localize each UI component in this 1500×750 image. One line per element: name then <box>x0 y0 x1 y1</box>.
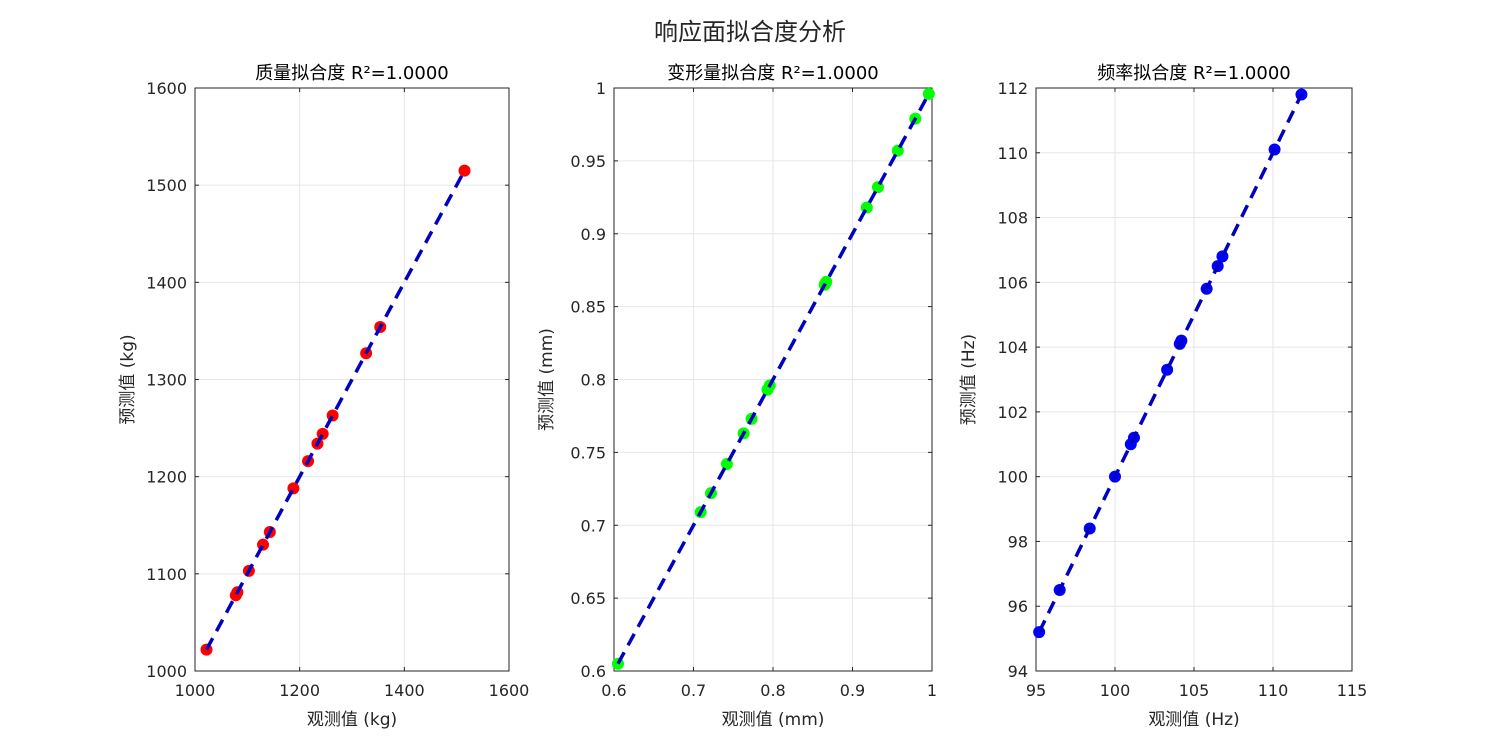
deformation-panel-title: 变形量拟合度 R²=1.0000 <box>667 63 879 84</box>
frequency-y-tick-label: 102 <box>997 403 1028 422</box>
mass-fit-line <box>204 169 467 651</box>
frequency-y-tick-label: 100 <box>997 468 1028 487</box>
frequency-data-point <box>1161 363 1174 376</box>
deformation-fit-line <box>616 92 931 665</box>
frequency-x-tick-label: 100 <box>1100 681 1131 700</box>
deformation-x-tick-label: 0.8 <box>760 681 785 700</box>
frequency-y-axis-label: 预测值 (Hz) <box>959 334 979 425</box>
mass-x-tick-label: 1400 <box>384 681 425 700</box>
frequency-x-tick-label: 105 <box>1179 681 1210 700</box>
deformation-x-tick-label: 1 <box>927 681 937 700</box>
mass-x-tick-label: 1600 <box>489 681 530 700</box>
frequency-y-tick-label: 94 <box>1008 662 1028 681</box>
mass-y-tick-label: 1300 <box>146 371 187 390</box>
deformation-y-axis-label: 预测值 (mm) <box>537 328 557 431</box>
frequency-x-tick-label: 95 <box>1026 681 1046 700</box>
frequency-x-tick-label: 110 <box>1258 681 1289 700</box>
mass-fit-panel: 1000 1200 1400 1600 1000 1100 1200 1300 1400 1500… <box>118 63 529 730</box>
frequency-data-point <box>1295 88 1308 101</box>
frequency-fit-panel: 95 100 105 110 115 94 96 98 100 102 104 106 108 110 11… <box>959 63 1367 730</box>
deformation-y-tick-label: 1 <box>596 79 606 98</box>
deformation-x-tick-label: 0.6 <box>601 681 626 700</box>
mass-panel-title: 质量拟合度 R²=1.0000 <box>255 63 449 84</box>
deformation-y-tick-label: 0.95 <box>570 152 606 171</box>
mass-y-tick-label: 1500 <box>146 176 187 195</box>
deformation-x-tick-label: 0.9 <box>840 681 865 700</box>
mass-y-tick-label: 1100 <box>146 565 187 584</box>
mass-y-tick-label: 1600 <box>146 79 187 98</box>
frequency-y-tick-label: 98 <box>1008 532 1028 551</box>
deformation-y-tick-label: 0.9 <box>581 225 606 244</box>
frequency-x-tick-label: 115 <box>1337 681 1368 700</box>
mass-y-tick-label: 1200 <box>146 468 187 487</box>
deformation-y-tick-label: 0.6 <box>581 662 606 681</box>
mass-data-point <box>458 164 471 177</box>
deformation-x-axis-label: 观测值 (mm) <box>722 710 825 730</box>
mass-x-tick-label: 1200 <box>279 681 320 700</box>
frequency-x-axis-label: 观测值 (Hz) <box>1148 710 1239 730</box>
frequency-y-tick-label: 108 <box>997 209 1028 228</box>
frequency-y-tick-label: 106 <box>997 273 1028 292</box>
frequency-y-tick-label: 112 <box>997 79 1028 98</box>
mass-x-axis-label: 观测值 (kg) <box>307 710 397 730</box>
figure-suptitle: 响应面拟合度分析 <box>654 18 846 46</box>
deformation-data-point <box>922 87 935 100</box>
deformation-y-tick-label: 0.75 <box>570 443 606 462</box>
frequency-panel-title: 频率拟合度 R²=1.0000 <box>1097 63 1291 84</box>
deformation-y-tick-label: 0.85 <box>570 298 606 317</box>
frequency-y-tick-label: 104 <box>997 338 1028 357</box>
frequency-y-tick-label: 110 <box>997 144 1028 163</box>
deformation-fit-panel: 0.6 0.7 0.8 0.9 1 0.6 0.65 0.7 0.75 0.8 0.85 0.9 0.9… <box>537 63 937 730</box>
deformation-y-tick-label: 0.7 <box>581 516 606 535</box>
mass-y-tick-label: 1000 <box>146 662 187 681</box>
deformation-y-tick-label: 0.8 <box>581 371 606 390</box>
mass-y-tick-label: 1400 <box>146 273 187 292</box>
frequency-fit-line <box>1037 93 1304 633</box>
deformation-x-tick-label: 0.7 <box>681 681 706 700</box>
frequency-data-point <box>1216 250 1229 263</box>
deformation-y-tick-label: 0.65 <box>570 589 606 608</box>
mass-y-axis-label: 预测值 (kg) <box>118 334 138 424</box>
mass-x-tick-label: 1000 <box>175 681 216 700</box>
frequency-y-tick-label: 96 <box>1008 597 1028 616</box>
